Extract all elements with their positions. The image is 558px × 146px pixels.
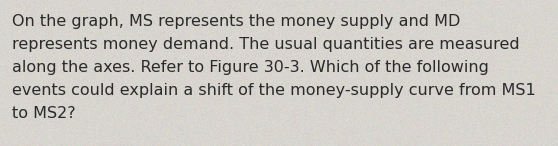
Text: along the axes. Refer to Figure 30-3. Which of the following: along the axes. Refer to Figure 30-3. Wh… [12, 60, 489, 75]
Text: represents money demand. The usual quantities are measured: represents money demand. The usual quant… [12, 37, 519, 52]
Text: On the graph, MS represents the money supply and MD: On the graph, MS represents the money su… [12, 14, 460, 29]
Text: to MS2?: to MS2? [12, 106, 76, 121]
Text: events could explain a shift of the money-supply curve from MS1: events could explain a shift of the mone… [12, 83, 536, 98]
